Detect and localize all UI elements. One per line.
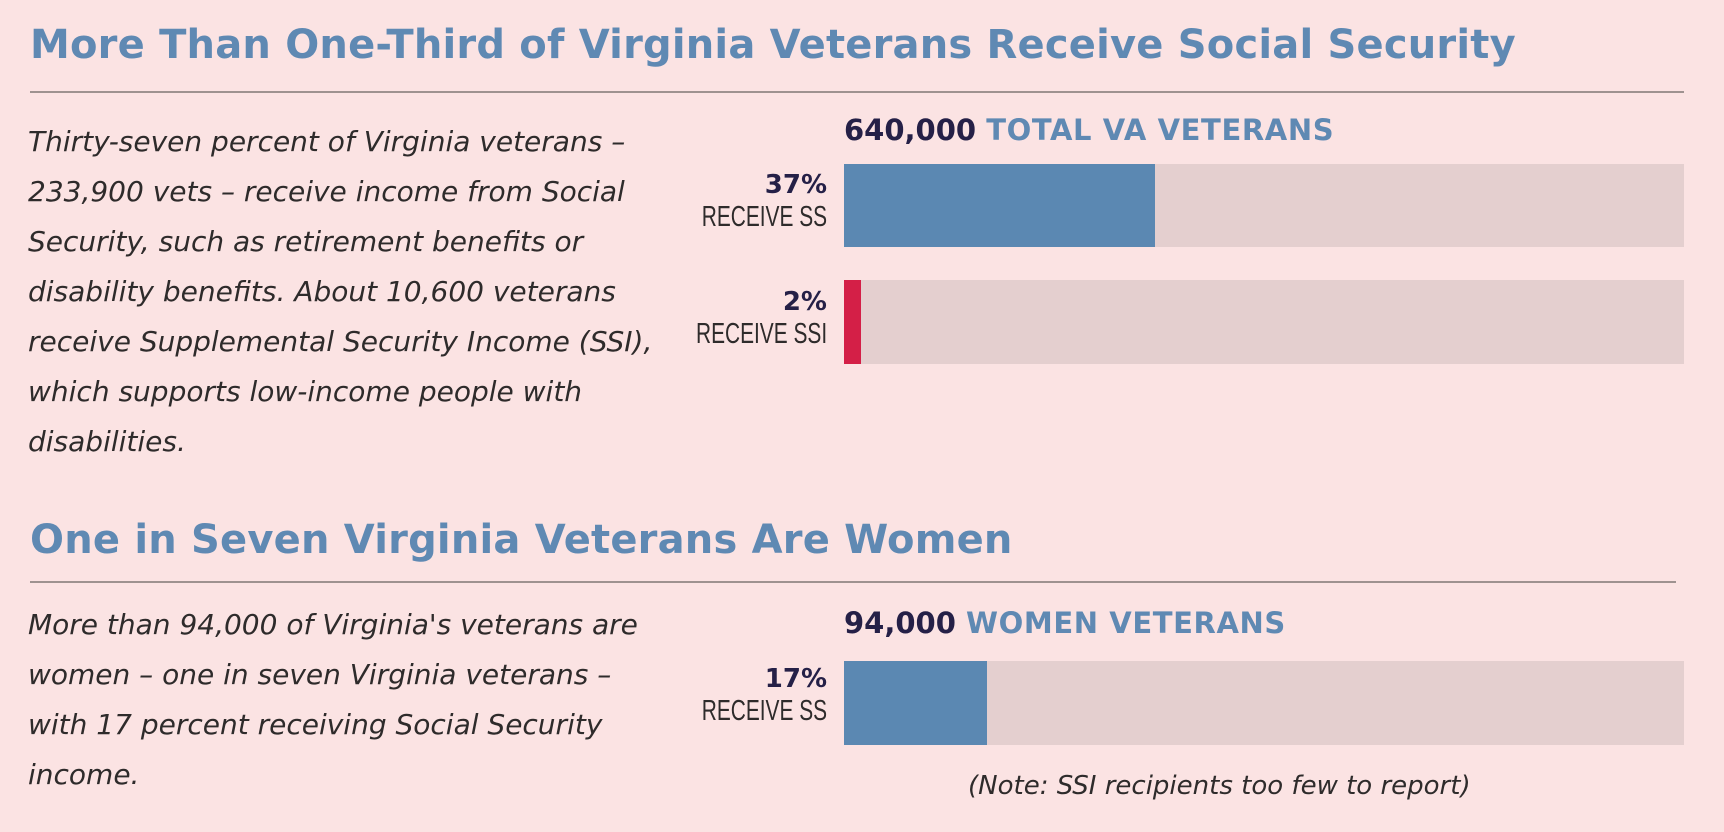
- section1-paragraph: Thirty-seven percent of Virginia veteran…: [28, 125, 653, 458]
- chart1-row2-bar: [844, 280, 861, 364]
- chart2-row1-pct: 17%: [764, 664, 827, 694]
- section1-title: More Than One-Third of Virginia Veterans…: [30, 22, 1516, 68]
- chart1-row1-bar: [844, 164, 1155, 247]
- chart2-header-number: 94,000: [844, 606, 956, 640]
- chart1-header-number: 640,000: [844, 113, 977, 147]
- chart2-note: (Note: SSI recipients too few to report): [968, 771, 1471, 801]
- chart1-row1-label: 37% RECEIVE SS: [653, 170, 827, 234]
- chart2-header: 94,000 WOMEN VETERANS: [844, 606, 1286, 640]
- chart2-row1-bar: [844, 661, 987, 745]
- chart1-row1-sublabel: RECEIVE SS: [701, 201, 827, 233]
- chart1-row1-pct: 37%: [764, 170, 827, 200]
- chart1-row2-label: 2% RECEIVE SSI: [645, 287, 827, 351]
- section1-divider: [30, 91, 1684, 93]
- section2-paragraph: More than 94,000 of Virginia's veterans …: [28, 608, 638, 791]
- chart1-row2-pct: 2%: [782, 287, 827, 317]
- chart2-row1-sublabel: RECEIVE SS: [701, 695, 827, 727]
- chart1-row2-sublabel: RECEIVE SSI: [695, 318, 827, 350]
- chart1-header-label: TOTAL VA VETERANS: [986, 113, 1335, 147]
- chart1-header: 640,000 TOTAL VA VETERANS: [844, 113, 1334, 147]
- chart2-header-label: WOMEN VETERANS: [966, 606, 1286, 640]
- chart1-row2-track: [844, 280, 1684, 364]
- chart1-row1-track: [844, 164, 1684, 247]
- chart2-row1-track: [844, 661, 1684, 745]
- chart2-row1-label: 17% RECEIVE SS: [653, 664, 827, 728]
- section2-title: One in Seven Virginia Veterans Are Women: [30, 517, 1013, 563]
- section2-divider: [30, 581, 1676, 583]
